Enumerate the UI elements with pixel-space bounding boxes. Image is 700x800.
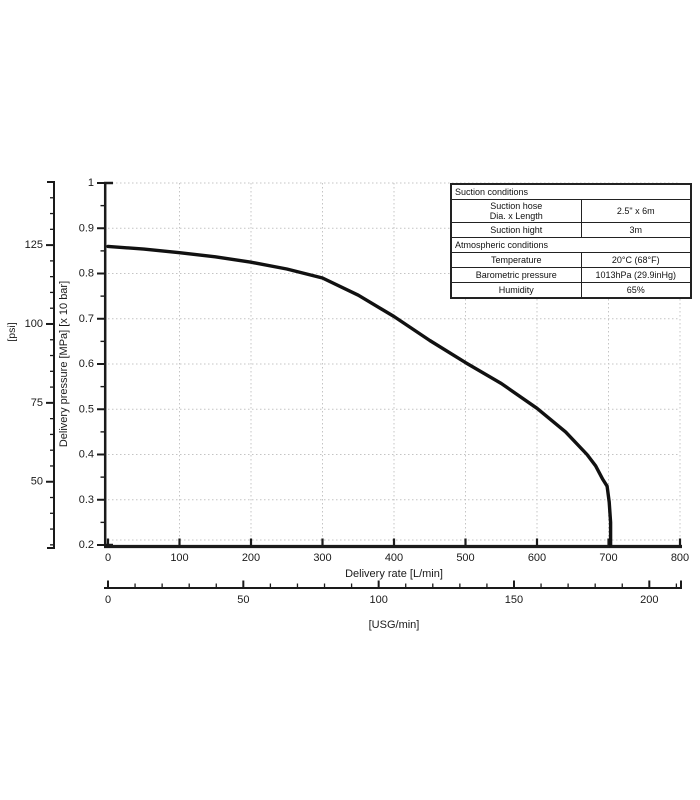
y-tick-label: 0.4 <box>79 449 94 461</box>
y-axis-mpa: 1 0.9 0.8 0.7 0.6 0.5 0.4 0.3 0.2 Delivery pressu… <box>58 177 113 551</box>
y-tick-label: 1 <box>88 177 94 189</box>
x-tick-label: 400 <box>385 552 403 564</box>
table-row: Suction hight 3m <box>450 222 692 238</box>
row-value-barometric-pressure: 1013hPa (29.9inHg) <box>580 267 692 283</box>
row-label-suction-hight: Suction hight <box>450 222 582 238</box>
section-header-atmospheric: Atmospheric conditions <box>450 237 692 253</box>
y-tick-label: 0.7 <box>79 313 94 325</box>
x-axis-lmin: 0 100 200 300 400 500 600 700 800 Delivery rate [… <box>104 538 689 580</box>
row-value-temperature: 20°C (68°F) <box>580 252 692 268</box>
y-tick-label: 0.8 <box>79 268 94 280</box>
row-label-suction-hose: Suction hose Dia. x Length <box>450 199 582 223</box>
row-label-barometric-pressure: Barometric pressure <box>450 267 582 283</box>
usg-tick-label: 50 <box>237 594 249 606</box>
usg-axis-title: [USG/min] <box>369 619 420 631</box>
row-value-suction-hight: 3m <box>580 222 692 238</box>
psi-axis-title: [psi] <box>6 322 18 341</box>
pump-delivery-curve <box>106 244 613 547</box>
x-tick-label: 800 <box>671 552 689 564</box>
table-row: Barometric pressure 1013hPa (29.9inHg) <box>450 267 692 283</box>
usg-tick-label: 200 <box>640 594 658 606</box>
table-row: Temperature 20°C (68°F) <box>450 252 692 268</box>
x-tick-label: 0 <box>105 552 111 564</box>
y-tick-label: 0.6 <box>79 358 94 370</box>
psi-tick-label: 100 <box>25 318 43 330</box>
x-tick-label: 100 <box>170 552 188 564</box>
table-row: Humidity 65% <box>450 282 692 299</box>
pump-performance-chart: 1 0.9 0.8 0.7 0.6 0.5 0.4 0.3 0.2 Delivery pressu… <box>6 177 689 631</box>
y-axis-psi: 125 100 75 50 [psi] <box>6 181 55 549</box>
table-row: Suction conditions <box>450 183 692 200</box>
usg-tick-label: 150 <box>505 594 523 606</box>
row-value-humidity: 65% <box>580 282 692 299</box>
usg-tick-label: 0 <box>105 594 111 606</box>
x-tick-label: 200 <box>242 552 260 564</box>
row-label-temperature: Temperature <box>450 252 582 268</box>
table-row: Atmospheric conditions <box>450 237 692 253</box>
x-tick-label: 700 <box>599 552 617 564</box>
psi-tick-label: 125 <box>25 239 43 251</box>
x-tick-label: 600 <box>528 552 546 564</box>
x-axis-usg: 0 50 100 150 200 [USG/min] <box>104 580 682 631</box>
y-tick-label: 0.3 <box>79 494 94 506</box>
y-tick-label: 0.2 <box>79 539 94 551</box>
x-axis-title: Delivery rate [L/min] <box>345 568 443 580</box>
y-axis-title: Delivery pressure [MPa] [x 10 bar] <box>58 281 70 447</box>
row-label-humidity: Humidity <box>450 282 582 299</box>
psi-axis-spine <box>47 181 55 549</box>
y-tick-label: 0.5 <box>79 403 94 415</box>
section-header-suction: Suction conditions <box>450 183 692 200</box>
x-tick-label: 300 <box>313 552 331 564</box>
row-value-suction-hose: 2.5" x 6m <box>580 199 692 223</box>
x-tick-label: 500 <box>456 552 474 564</box>
y-tick-label: 0.9 <box>79 222 94 234</box>
table-row: Suction hose Dia. x Length 2.5" x 6m <box>450 199 692 223</box>
psi-tick-label: 50 <box>31 476 43 488</box>
usg-tick-label: 100 <box>369 594 387 606</box>
conditions-table: Suction conditions Suction hose Dia. x L… <box>450 183 693 299</box>
psi-tick-label: 75 <box>31 397 43 409</box>
